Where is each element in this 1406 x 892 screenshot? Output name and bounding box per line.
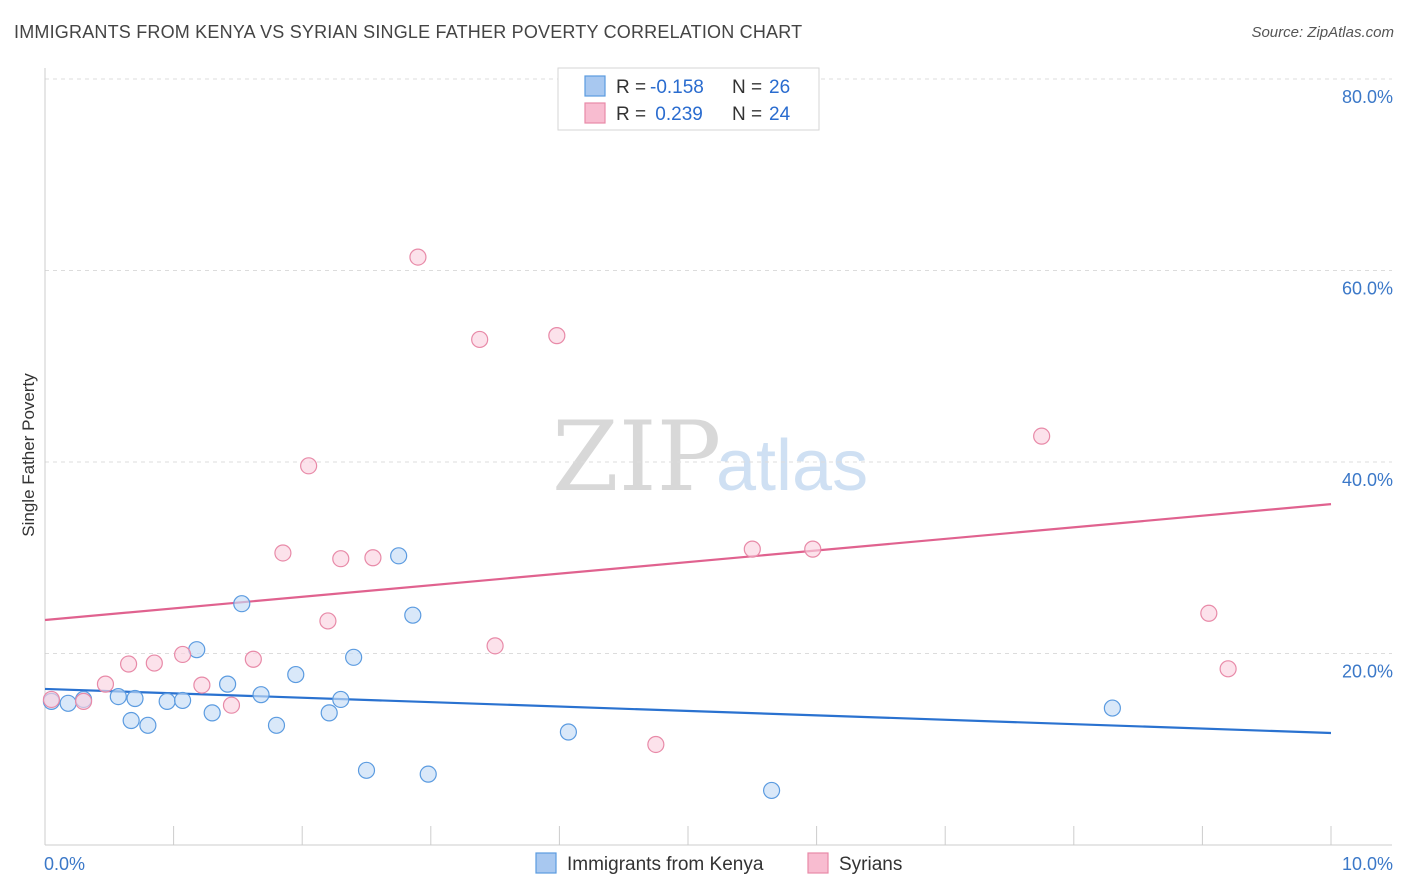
kenya-point	[762, 781, 781, 800]
kenya-point	[1103, 699, 1121, 717]
axes	[44, 68, 1392, 846]
syrians-point	[364, 549, 382, 567]
x-tick-label: 10.0%	[1342, 854, 1393, 874]
syrians-point	[274, 544, 292, 562]
syrians-point	[174, 645, 192, 664]
kenya-point	[559, 723, 578, 741]
kenya-point	[252, 686, 270, 704]
stats-legend-r-value-syrians: 0.239	[650, 104, 703, 125]
x-tick-label: 0.0%	[44, 854, 85, 874]
grid-lines	[45, 78, 1392, 654]
syrians-point	[244, 650, 262, 668]
syrians-point	[222, 696, 241, 714]
kenya-point	[109, 687, 127, 706]
legend-swatch-kenya	[535, 852, 557, 874]
y-tick-label: 40.0%	[1342, 470, 1393, 490]
kenya-point	[345, 648, 363, 666]
y-tick-label: 80.0%	[1342, 87, 1393, 107]
legend-label-kenya: Immigrants from Kenya	[567, 854, 764, 875]
chart-title: IMMIGRANTS FROM KENYA VS SYRIAN SINGLE F…	[14, 22, 803, 42]
legend-swatch-syrians	[807, 852, 829, 874]
trend-lines	[44, 503, 1332, 735]
kenya-point	[139, 716, 157, 734]
kenya-point	[233, 595, 251, 613]
syrians-point	[471, 330, 489, 349]
syrians-point	[193, 676, 211, 694]
kenya-point	[390, 547, 408, 565]
stats-legend-n-value-kenya: 26	[769, 77, 790, 98]
syrians-point	[42, 690, 61, 709]
stats-legend-n-value-syrians: 24	[769, 104, 791, 125]
kenya-point	[267, 716, 286, 734]
kenya-point	[332, 690, 350, 709]
kenya-point	[287, 665, 305, 684]
syrians-trend-line	[44, 503, 1332, 622]
kenya-point	[158, 692, 176, 710]
tick-labels: 20.0% 40.0% 60.0% 80.0% 0.0% 10.0%	[44, 87, 1393, 874]
y-tick-label: 20.0%	[1342, 662, 1393, 682]
stats-legend-r-label-kenya: R =	[616, 77, 646, 98]
kenya-point	[419, 765, 437, 783]
kenya-point	[203, 704, 221, 722]
kenya-point	[126, 689, 144, 708]
syrians-point	[96, 675, 115, 693]
stats-legend-n-label-kenya: N =	[732, 77, 762, 98]
kenya-trend-line	[44, 687, 1332, 735]
syrians-point	[1219, 660, 1237, 678]
syrians-point	[409, 248, 427, 266]
kenya-point	[174, 691, 192, 710]
kenya-point	[404, 606, 422, 624]
syrians-point	[743, 540, 761, 558]
stats-legend-swatch-kenya	[584, 75, 606, 97]
stats-legend-r-value-kenya: -0.158	[650, 77, 704, 98]
kenya-point	[357, 761, 376, 779]
syrians-point	[74, 692, 93, 710]
stats-legend-swatch-syrians	[584, 102, 606, 124]
source-label: Source: ZipAtlas.com	[1251, 24, 1394, 41]
syrians-point	[647, 735, 665, 754]
syrians-point	[332, 550, 350, 568]
y-axis-label: Single Father Poverty	[19, 373, 38, 537]
syrians-point	[145, 654, 163, 672]
syrians-point	[119, 655, 138, 673]
legend-label-syrians: Syrians	[839, 854, 902, 875]
stats-legend-n-label-syrians: N =	[732, 104, 762, 125]
watermark-zip: ZIP	[552, 401, 721, 513]
syrians-point	[319, 612, 337, 630]
y-tick-label: 60.0%	[1342, 279, 1393, 299]
stats-legend-r-label-syrians: R =	[616, 104, 646, 125]
kenya-point	[320, 704, 338, 722]
kenya-point	[122, 711, 140, 730]
watermark-atlas: atlas	[716, 426, 868, 506]
syrians-point	[804, 540, 822, 558]
kenya-point	[219, 675, 237, 693]
syrians-point	[548, 327, 566, 345]
data-points	[42, 248, 1237, 800]
stats-legend: R = -0.158 N = 26 R = 0.239 N = 24	[557, 67, 820, 131]
syrians-point	[1033, 427, 1051, 445]
series-legend: Immigrants from Kenya Syrians	[535, 852, 902, 875]
syrians-point	[300, 457, 318, 475]
syrians-point	[1200, 604, 1218, 622]
kenya-point	[59, 694, 77, 712]
syrians-point	[486, 637, 504, 655]
